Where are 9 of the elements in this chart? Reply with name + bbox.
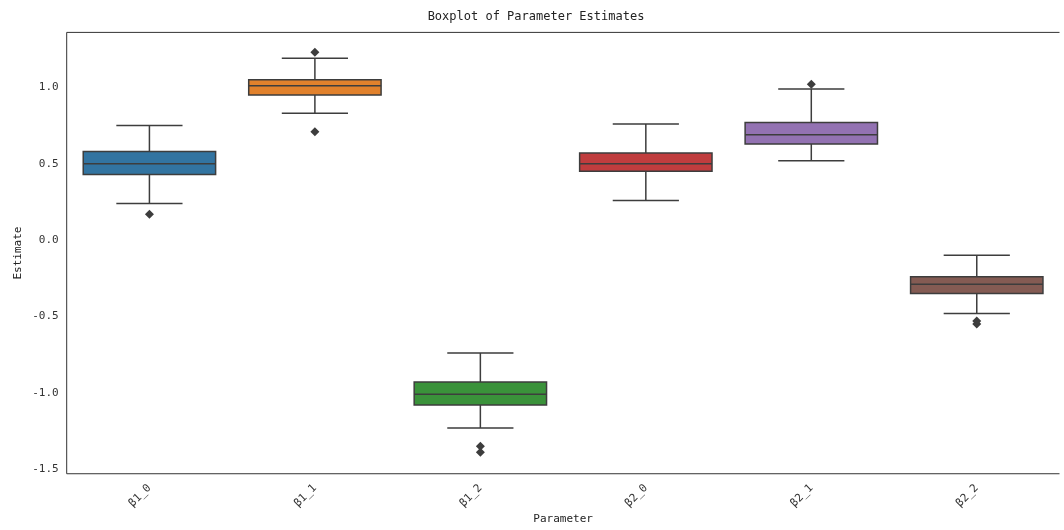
y-tick-label: 1.0 [38,80,59,94]
x-axis-title: Parameter [533,512,594,526]
y-tick-label: -1.5 [32,462,59,476]
y-tick-label: -0.5 [32,309,59,323]
y-tick-label: -1.0 [32,385,59,399]
y-axis-title: Estimate [11,226,25,280]
y-tick-label: 0.5 [38,156,59,170]
chart-title: Boxplot of Parameter Estimates [427,9,645,24]
y-tick-label: 0.0 [38,232,59,246]
